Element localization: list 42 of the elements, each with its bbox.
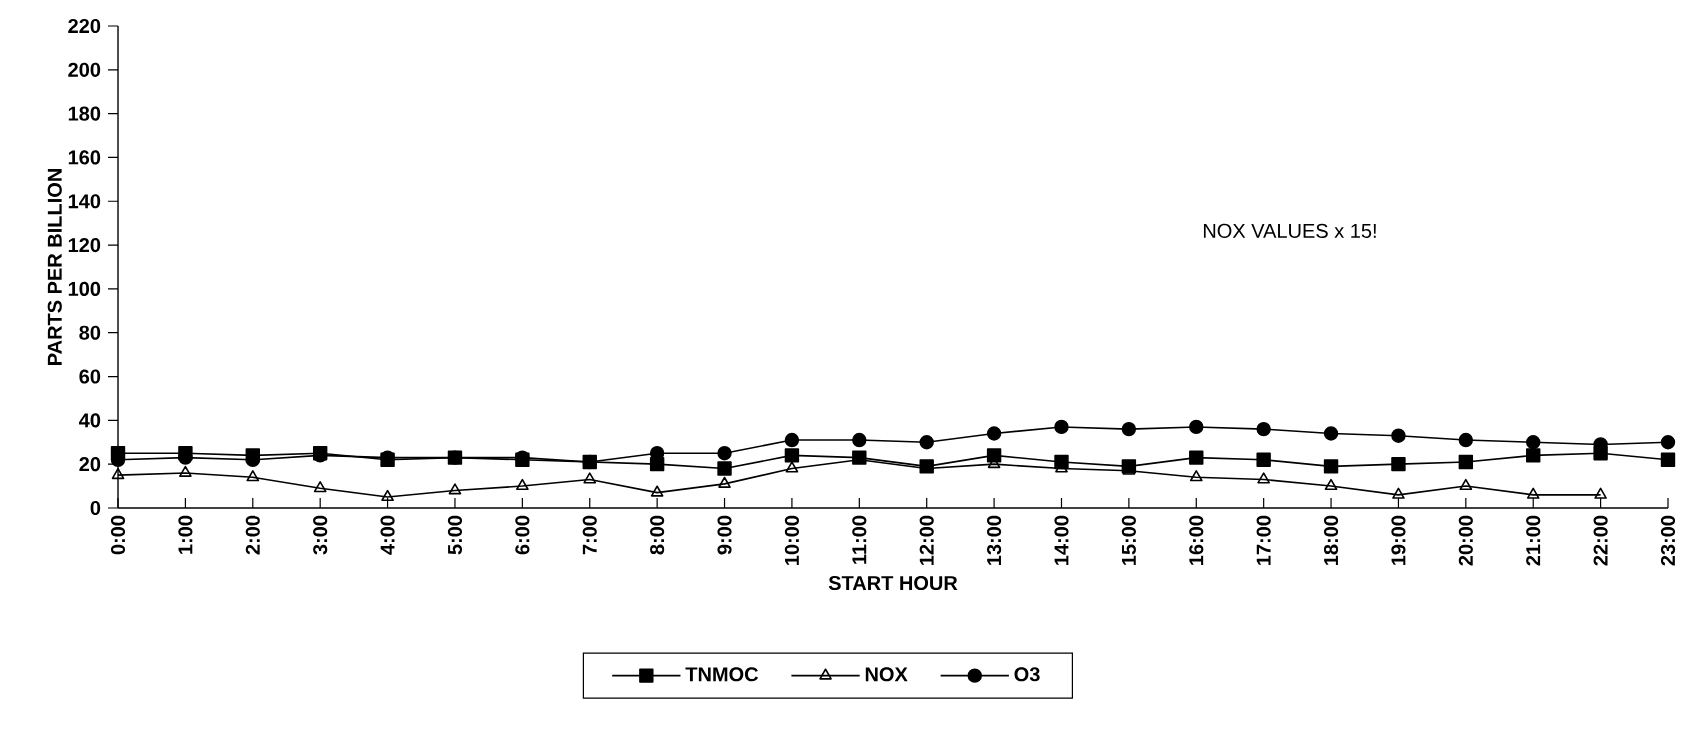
y-tick-label: 160 (68, 150, 101, 165)
annotation: NOX VALUES x 15! (1203, 223, 1376, 238)
x-tick-label: 6:00 (515, 515, 530, 555)
y-tick-label: 80 (79, 325, 101, 340)
x-tick-label: 3:00 (313, 515, 328, 555)
x-tick-label: 17:00 (1256, 515, 1271, 565)
x-tick-label: 13:00 (987, 515, 1002, 565)
y-tick-label: 140 (68, 194, 101, 209)
y-axis-title: PARTS PER BILLION (47, 169, 62, 365)
x-tick-label: 0:00 (110, 515, 126, 555)
x-tick-label: 22:00 (1593, 515, 1608, 566)
x-tick-label: 15:00 (1121, 515, 1136, 565)
y-tick-label: 20 (79, 457, 101, 472)
x-tick-label: 12:00 (919, 515, 934, 565)
y-tick-label: 0 (90, 500, 101, 516)
x-tick-label: 8:00 (650, 515, 665, 555)
x-tick-label: 2:00 (245, 515, 260, 555)
y-tick-label: 200 (68, 62, 101, 77)
legend-label: NOX (865, 667, 908, 682)
y-tick-label: 40 (79, 413, 101, 428)
y-tick-label: 180 (68, 106, 101, 121)
x-tick-label: 1:00 (178, 515, 193, 554)
x-tick-label: 5:00 (447, 515, 463, 555)
y-tick-label: 120 (68, 238, 101, 253)
y-tick-label: 60 (79, 369, 101, 384)
x-tick-label: 23:00 (1660, 515, 1676, 566)
x-tick-label: 18:00 (1323, 515, 1339, 565)
x-tick-label: 21:00 (1526, 515, 1541, 566)
x-tick-label: 19:00 (1391, 515, 1406, 565)
legend-label: TNMOC (685, 667, 759, 682)
x-tick-label: 9:00 (717, 515, 732, 555)
x-tick-label: 11:00 (852, 515, 867, 564)
x-tick-label: 7:00 (582, 515, 597, 555)
x-tick-label: 4:00 (380, 515, 395, 555)
x-tick-label: 16:00 (1189, 515, 1204, 565)
x-axis-title: START HOUR (828, 575, 958, 591)
y-tick-label: 100 (68, 281, 101, 296)
y-tick-label: 220 (68, 18, 101, 34)
x-tick-label: 10:00 (784, 515, 799, 565)
legend-label: O3 (1014, 667, 1040, 682)
x-tick-label: 20:00 (1458, 515, 1473, 566)
x-tick-label: 14:00 (1054, 515, 1069, 565)
